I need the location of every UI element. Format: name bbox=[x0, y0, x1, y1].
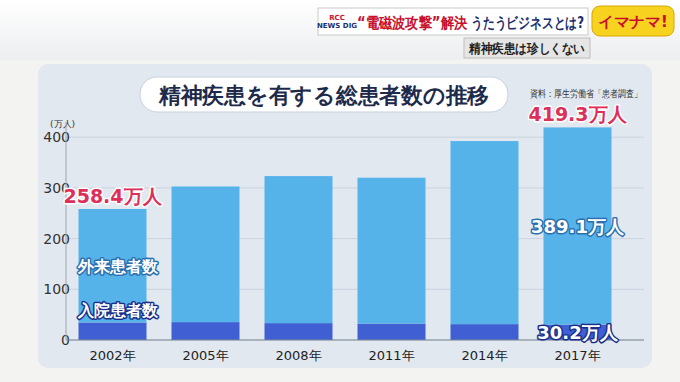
headline: うたうビジネスとは? bbox=[471, 14, 584, 32]
y-unit: (万人) bbox=[50, 119, 75, 129]
background bbox=[0, 0, 680, 382]
program-logo-box bbox=[592, 6, 674, 36]
bar-segment bbox=[358, 178, 426, 324]
chart-panel bbox=[38, 64, 652, 368]
logo: RCCNEWS DIG bbox=[317, 14, 357, 30]
chart-title: 精神疾患を有する総患者数の推移 bbox=[158, 83, 489, 108]
logo-line: RCC bbox=[329, 14, 345, 22]
y-axis-line bbox=[66, 122, 67, 340]
bar-segment bbox=[358, 324, 426, 340]
headline: “電磁波攻撃”解決 bbox=[357, 14, 468, 32]
bar-segment bbox=[172, 322, 240, 340]
bar-segment bbox=[451, 141, 519, 324]
program-logo: イマナマ! bbox=[598, 13, 668, 31]
headline-box bbox=[318, 8, 588, 35]
x-tick-label: 2014年 bbox=[461, 348, 507, 363]
top-strip bbox=[0, 0, 680, 60]
total-annotation: 258.4万人 bbox=[63, 185, 162, 207]
subheadline: 精神疾患は珍しくない bbox=[468, 41, 585, 56]
series-label: 入院患者数 bbox=[77, 301, 159, 320]
data-label: 30.2万人 bbox=[537, 322, 618, 343]
bar-segment bbox=[451, 324, 519, 340]
x-tick-label: 2017年 bbox=[554, 348, 600, 363]
logo-text: RCCNEWS DIG bbox=[317, 14, 357, 30]
x-tick-label: 2002年 bbox=[89, 348, 135, 363]
logo-line: NEWS DIG bbox=[317, 22, 357, 30]
total-annotation: 419.3万人 bbox=[528, 103, 627, 125]
bar-segment bbox=[172, 186, 240, 322]
bar-segment bbox=[79, 323, 147, 340]
x-tick-label: 2005年 bbox=[182, 348, 228, 363]
x-tick-label: 2011年 bbox=[368, 348, 414, 363]
bar-segment bbox=[265, 176, 333, 323]
x-tick-label: 2008年 bbox=[275, 348, 321, 363]
source: 資料：厚生労働省「患者調査」 bbox=[530, 88, 642, 99]
bar-segment bbox=[265, 323, 333, 340]
series-label: 外来患者数 bbox=[77, 257, 159, 276]
canvas: RCCNEWS DIG“電磁波攻撃”解決うたうビジネスとは? イマナマ! 精神疾患は… bbox=[0, 0, 680, 382]
title-box bbox=[140, 77, 508, 112]
subheadline-box bbox=[464, 38, 590, 58]
data-label: 389.1万人 bbox=[531, 216, 625, 237]
